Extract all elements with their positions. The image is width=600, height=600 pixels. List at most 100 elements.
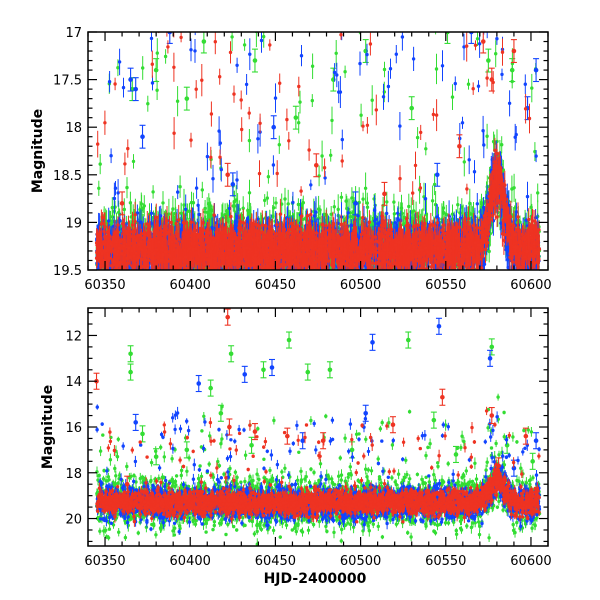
data-point (274, 293, 277, 296)
data-point (140, 202, 143, 205)
data-point (431, 199, 434, 202)
data-point (391, 272, 394, 275)
data-point (526, 272, 529, 275)
data-point (325, 272, 328, 275)
data-point (141, 66, 144, 69)
data-point (537, 273, 540, 276)
data-point (98, 271, 101, 274)
data-point (374, 274, 377, 277)
data-point (510, 272, 513, 275)
data-point (308, 277, 311, 280)
data-point (389, 297, 392, 300)
data-point (126, 278, 129, 281)
data-point (135, 11, 138, 14)
data-point (102, 270, 105, 273)
data-point (415, 10, 418, 13)
data-point (435, 67, 438, 70)
data-point (403, 279, 406, 282)
data-point (224, 274, 227, 277)
data-point (395, 282, 398, 285)
data-point (400, 276, 403, 279)
data-point (155, 89, 158, 92)
data-point (329, 285, 332, 288)
data-point (325, 277, 328, 280)
data-point (366, 201, 369, 204)
data-point (530, 86, 533, 89)
data-point (158, 272, 161, 275)
data-point (472, 271, 475, 274)
data-point (245, 285, 248, 288)
data-point (528, 272, 531, 275)
upper-panel: Magnitude 60350 60400 60450 60500 60550 60600… (30, 0, 552, 340)
data-point (159, 273, 162, 276)
data-point (211, 274, 214, 277)
data-point (143, 204, 146, 207)
data-point (97, 187, 100, 190)
data-point (190, 201, 193, 204)
data-point (220, 271, 223, 274)
data-point (150, 272, 153, 275)
data-point (238, 208, 241, 211)
data-point (421, 282, 424, 285)
data-point (283, 197, 286, 200)
data-point (438, 274, 441, 277)
data-point (308, 298, 311, 301)
data-point (335, 274, 338, 277)
data-point (123, 0, 126, 3)
data-point (417, 289, 420, 292)
data-point (126, 275, 129, 278)
data-point (144, 274, 147, 277)
data-point (474, 7, 477, 10)
data-point (151, 274, 154, 277)
data-point (358, 23, 361, 26)
data-point (300, 281, 303, 284)
data-point (201, 188, 204, 191)
data-point (139, 274, 142, 277)
data-point (350, 196, 353, 199)
data-point (291, 296, 294, 299)
data-point (111, 272, 114, 275)
data-point (144, 275, 147, 278)
data-point (419, 274, 422, 277)
data-point (451, 95, 454, 98)
data-point (296, 277, 299, 280)
data-point (230, 35, 233, 38)
data-point (291, 270, 294, 273)
data-point (164, 272, 167, 275)
data-point (232, 204, 235, 207)
data-point (423, 273, 426, 276)
data-point (536, 191, 539, 194)
data-point (134, 323, 137, 326)
data-point (248, 191, 251, 194)
data-point (464, 16, 467, 19)
data-point (329, 281, 332, 284)
data-point (377, 271, 380, 274)
data-point (143, 277, 146, 280)
data-point (385, 200, 388, 203)
data-point (347, 271, 350, 274)
data-point (305, 275, 308, 278)
data-point (182, 274, 185, 277)
data-point (322, 279, 325, 282)
data-point (392, 200, 395, 203)
data-point (142, 271, 145, 274)
data-point (224, 281, 227, 284)
data-point (153, 280, 156, 283)
data-point (177, 13, 180, 16)
data-point (151, 273, 154, 276)
data-point (446, 271, 449, 274)
data-point (156, 21, 159, 24)
data-point (161, 201, 164, 204)
data-point (271, 272, 274, 275)
data-point (274, 201, 277, 204)
data-point (335, 52, 338, 55)
data-point (213, 277, 216, 280)
data-point (322, 274, 325, 277)
data-point (467, 278, 470, 281)
data-point (151, 280, 154, 283)
data-point (506, 15, 509, 18)
data-point (334, 280, 337, 283)
data-point (150, 273, 153, 276)
data-point (373, 271, 376, 274)
